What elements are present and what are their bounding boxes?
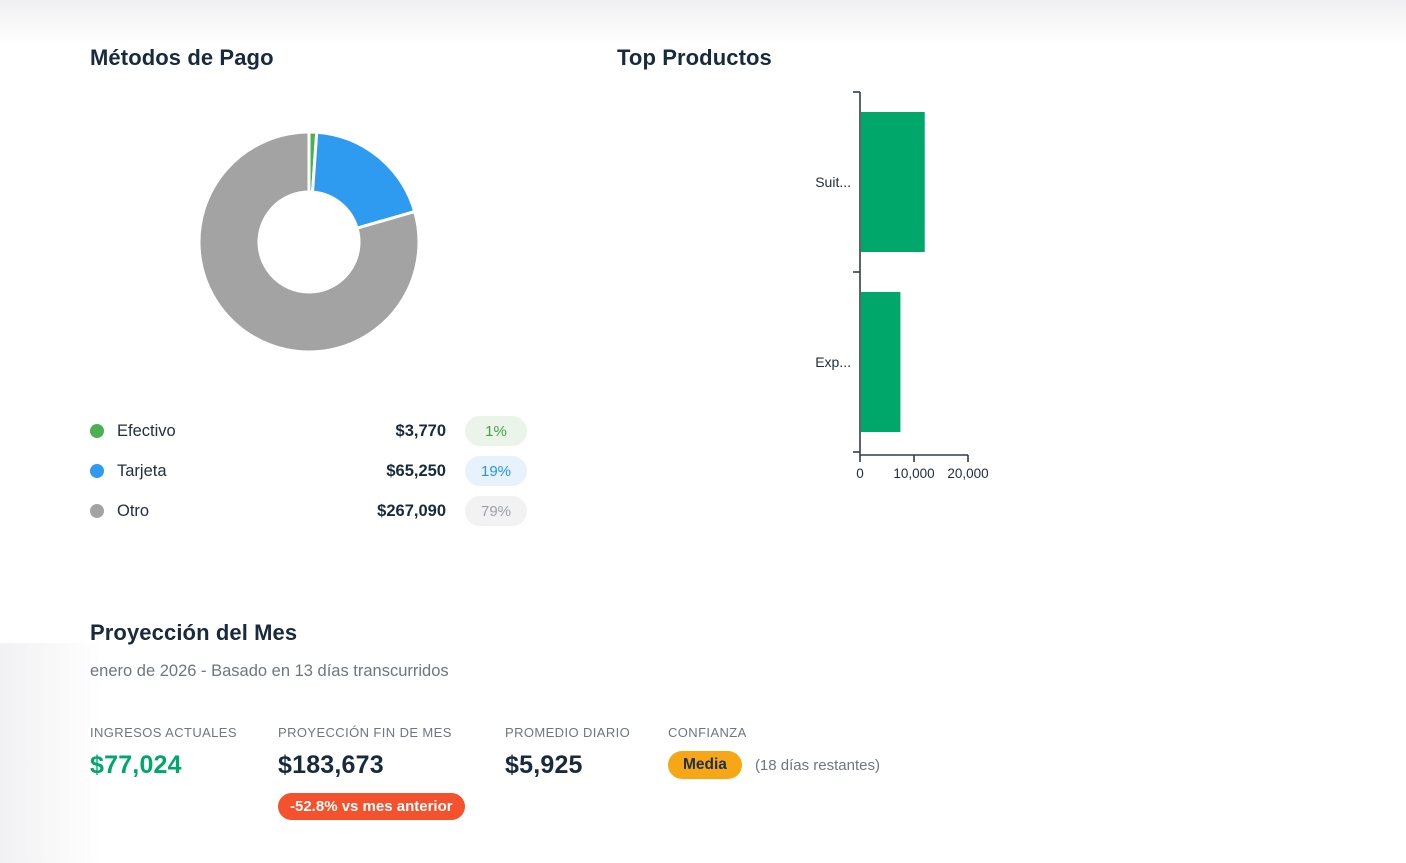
- confidence-level-badge: Media: [668, 751, 742, 779]
- stat-value-proyeccion: $183,673: [278, 751, 384, 779]
- stat-proyeccion-fin-de-mes: PROYECCIÓN FIN DE MES $183,673 -52.8% vs…: [278, 725, 505, 820]
- confidence-line: Media (18 días restantes): [668, 751, 880, 779]
- bar-0: [861, 112, 925, 252]
- delta-vs-previous-month-badge: -52.8% vs mes anterior: [278, 793, 465, 820]
- top-products-bar-chart: 0 10,000 20,000 Suit... Exp...: [815, 91, 989, 481]
- legend-amount: $267,090: [377, 501, 446, 520]
- tarjeta-dot-icon: [90, 464, 104, 478]
- percent-badge: 19%: [465, 456, 527, 486]
- donut-slice-tarjeta: [311, 130, 417, 230]
- percent-badge: 79%: [465, 496, 527, 526]
- stat-label: INGRESOS ACTUALES: [90, 725, 237, 740]
- projection-title: Proyección del Mes: [90, 620, 298, 645]
- payment-methods-title: Métodos de Pago: [90, 45, 274, 70]
- donut-slice-otro: [197, 130, 421, 354]
- top-edge-gradient: [0, 0, 1406, 44]
- x-tick-label: 0: [856, 466, 864, 481]
- legend-item-otro: Otro $267,090 79%: [90, 491, 527, 531]
- legend-amount: $65,250: [386, 461, 446, 480]
- legend-label: Efectivo: [117, 421, 176, 440]
- efectivo-dot-icon: [90, 424, 104, 438]
- projection-stats: INGRESOS ACTUALES $77,024 PROYECCIÓN FIN…: [90, 725, 880, 820]
- y-category-label: Exp...: [815, 354, 851, 370]
- payment-methods-legend: Efectivo $3,770 1% Tarjeta $65,250 19% O…: [90, 411, 527, 531]
- x-tick-label: 20,000: [947, 466, 988, 481]
- stat-label: CONFIANZA: [668, 725, 747, 740]
- legend-amount: $3,770: [395, 421, 446, 440]
- stat-label: PROMEDIO DIARIO: [505, 725, 631, 740]
- legend-item-efectivo: Efectivo $3,770 1%: [90, 411, 527, 451]
- top-products-title: Top Productos: [617, 45, 772, 70]
- projection-subtitle: enero de 2026 - Basado en 13 días transc…: [90, 662, 449, 680]
- legend-label: Otro: [117, 501, 150, 520]
- payment-methods-donut-chart: [197, 130, 421, 354]
- y-category-label: Suit...: [815, 174, 851, 190]
- stat-promedio-diario: PROMEDIO DIARIO $5,925: [505, 725, 668, 780]
- stat-ingresos-actuales: INGRESOS ACTUALES $77,024: [90, 725, 278, 780]
- percent-badge: 1%: [465, 416, 527, 446]
- x-tick-label: 10,000: [893, 466, 934, 481]
- days-remaining-note: (18 días restantes): [754, 756, 880, 774]
- legend-item-tarjeta: Tarjeta $65,250 19%: [90, 451, 527, 491]
- stat-value-promedio: $5,925: [505, 751, 583, 779]
- stat-value-ingresos: $77,024: [90, 751, 182, 779]
- legend-label: Tarjeta: [117, 461, 167, 480]
- otro-dot-icon: [90, 504, 104, 518]
- bar-1: [861, 292, 901, 432]
- stat-label: PROYECCIÓN FIN DE MES: [278, 725, 452, 740]
- stat-confianza: CONFIANZA Media (18 días restantes): [668, 725, 880, 779]
